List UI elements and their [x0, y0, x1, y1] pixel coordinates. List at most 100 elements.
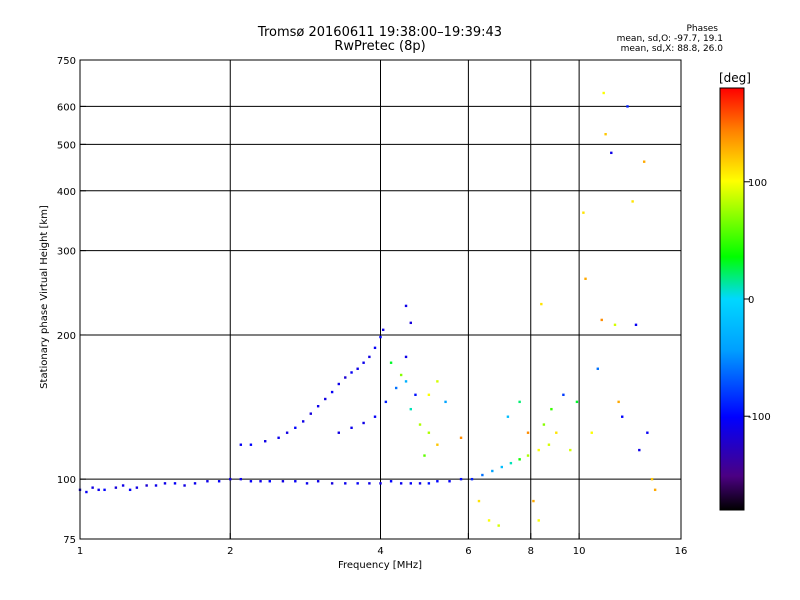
- data-point: [506, 415, 510, 418]
- data-point: [389, 480, 393, 483]
- data-point: [268, 480, 271, 483]
- data-point: [368, 355, 371, 359]
- data-point: [239, 477, 243, 481]
- data-point: [418, 482, 422, 485]
- data-point: [459, 436, 463, 439]
- colorbar-tick-label: -100: [748, 412, 771, 423]
- data-point: [481, 473, 484, 477]
- data-point: [590, 431, 593, 434]
- chart-subtitle: RwPretec (8p): [334, 39, 426, 54]
- data-point: [103, 488, 106, 492]
- chart-title: Tromsø 20160611 19:38:00–19:39:43: [257, 25, 503, 40]
- data-point: [542, 423, 546, 426]
- data-point: [487, 519, 491, 522]
- stats-title: Phases: [686, 24, 718, 34]
- data-point: [135, 486, 139, 489]
- data-point: [97, 488, 100, 492]
- data-point: [423, 454, 426, 457]
- data-point: [285, 431, 289, 434]
- data-point: [239, 443, 243, 446]
- data-point: [259, 480, 262, 483]
- colorbar-tick-label: 100: [748, 178, 767, 189]
- data-point: [183, 484, 186, 487]
- data-point: [154, 484, 158, 487]
- data-point: [217, 480, 221, 483]
- data-point: [582, 211, 585, 214]
- data-point: [409, 482, 412, 485]
- data-point: [373, 346, 377, 350]
- data-point: [350, 371, 353, 374]
- data-point: [621, 415, 624, 418]
- data-point: [373, 415, 377, 418]
- data-point: [414, 393, 417, 397]
- data-point: [206, 480, 209, 483]
- y-tick-label: 200: [57, 331, 76, 342]
- data-point: [653, 488, 657, 492]
- data-point: [436, 443, 439, 446]
- data-point: [193, 482, 197, 485]
- data-point: [330, 390, 334, 394]
- data-point: [436, 480, 439, 483]
- data-point: [646, 431, 649, 434]
- data-point: [85, 490, 88, 494]
- data-point: [477, 499, 481, 503]
- data-point: [427, 393, 431, 397]
- data-point: [145, 484, 148, 487]
- data-point: [344, 376, 347, 379]
- data-point: [384, 400, 388, 404]
- x-tick-label: 2: [227, 546, 233, 557]
- data-point: [249, 480, 253, 483]
- data-point: [540, 302, 543, 306]
- data-point: [368, 482, 371, 485]
- x-tick-label: 4: [377, 546, 383, 557]
- data-point: [650, 477, 654, 481]
- data-point: [497, 524, 500, 527]
- data-point: [356, 367, 359, 370]
- data-point: [294, 426, 297, 430]
- data-point: [600, 318, 603, 322]
- data-point: [613, 323, 617, 327]
- colorbar-tick-label: 0: [748, 295, 754, 306]
- x-tick-label: 8: [528, 546, 534, 557]
- data-point: [404, 304, 408, 308]
- data-point: [277, 436, 280, 439]
- data-point: [379, 335, 382, 339]
- y-tick-label: 400: [57, 187, 76, 198]
- data-point: [389, 361, 393, 364]
- data-point: [518, 458, 521, 461]
- data-point: [409, 321, 412, 325]
- data-point: [634, 323, 638, 327]
- data-point: [575, 400, 579, 404]
- data-point: [526, 454, 530, 457]
- data-point: [638, 448, 641, 452]
- data-point: [91, 486, 94, 489]
- data-point: [584, 277, 587, 280]
- data-point: [427, 482, 431, 485]
- data-point: [537, 448, 540, 452]
- data-point: [604, 132, 607, 136]
- y-tick-label: 75: [63, 535, 76, 546]
- data-point: [316, 480, 320, 483]
- x-tick-label: 16: [675, 546, 688, 557]
- data-point: [418, 423, 422, 426]
- data-point: [631, 200, 634, 203]
- data-point: [173, 482, 177, 485]
- data-point: [330, 482, 334, 485]
- data-point: [379, 482, 382, 485]
- data-point: [337, 431, 341, 434]
- data-point: [409, 407, 412, 411]
- data-point: [324, 397, 327, 401]
- data-point: [114, 486, 118, 489]
- data-point: [500, 465, 504, 469]
- data-point: [394, 386, 398, 390]
- data-point: [128, 488, 132, 492]
- data-point: [436, 380, 439, 383]
- data-point: [470, 477, 474, 481]
- x-tick-label: 10: [573, 546, 586, 557]
- y-axis-label: Stationary phase Virtual Height [km]: [39, 205, 50, 389]
- data-point: [399, 482, 403, 485]
- y-tick-label: 750: [57, 56, 76, 67]
- data-point: [550, 407, 553, 411]
- colorbar-label: [deg]: [719, 71, 751, 85]
